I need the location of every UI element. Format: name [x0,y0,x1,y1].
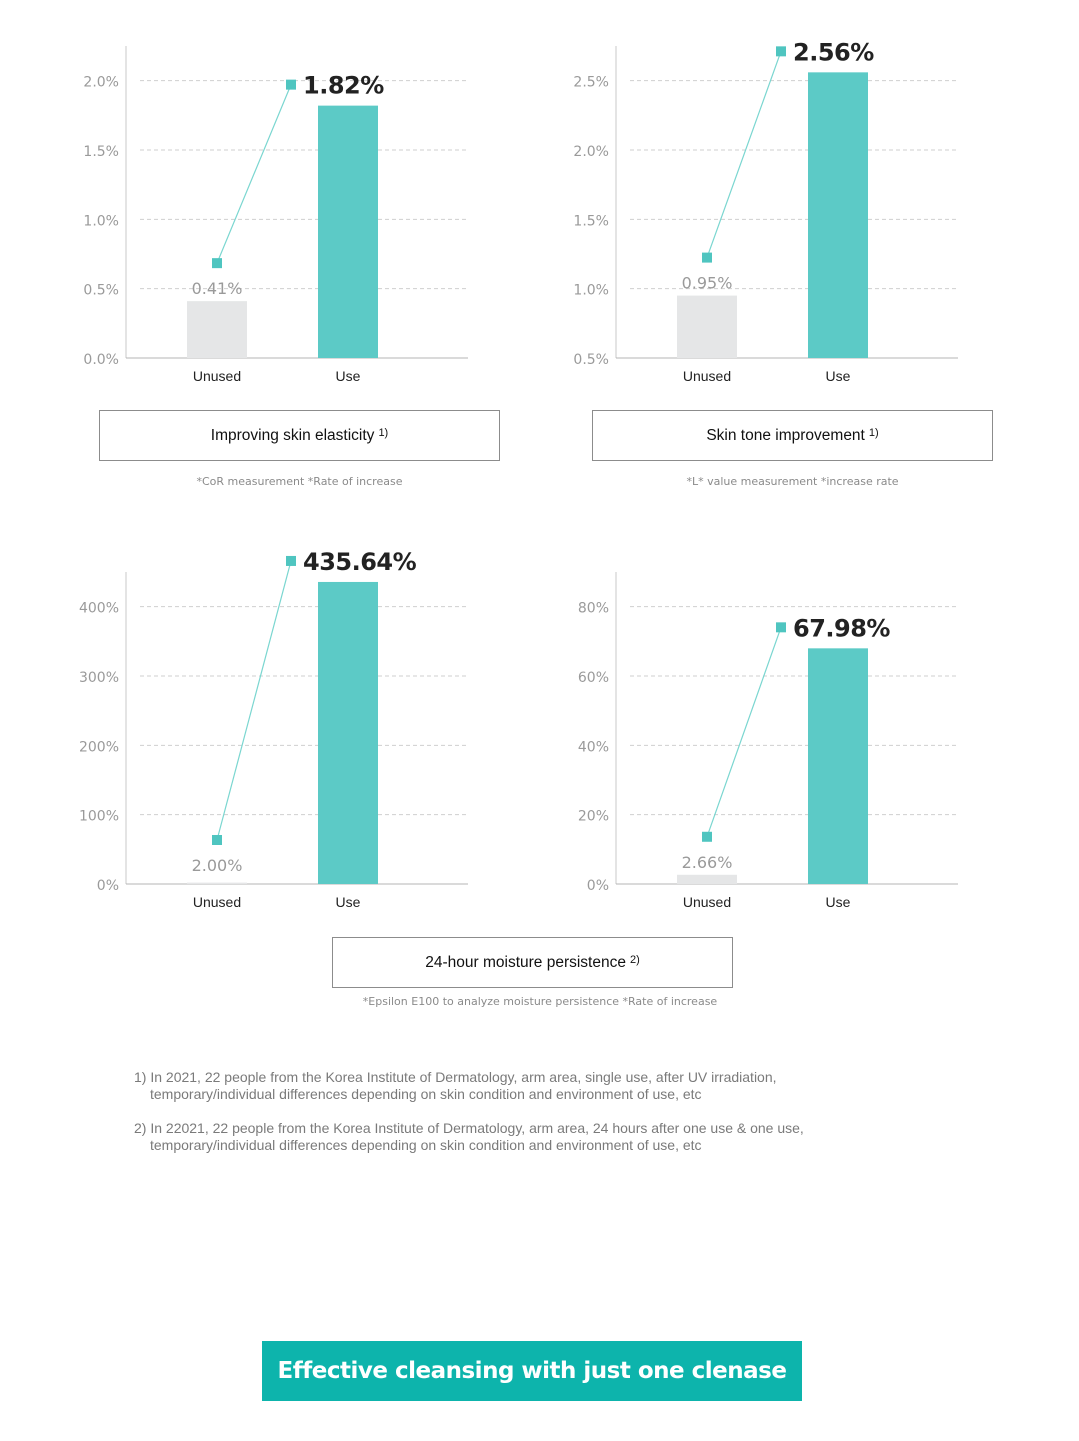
footnote-1: 1) In 2021, 22 people from the Korea Ins… [134,1069,954,1103]
moisture-caption: 24-hour moisture persistence 2) [332,937,733,988]
y-tick-label: 80% [578,601,609,617]
category-label-unused: Unused [683,368,731,384]
marker-use [776,622,786,633]
category-label-unused: Unused [683,894,731,910]
caption-ref: 1) [378,426,389,439]
footnote-2-line2: temporary/individual differences dependi… [150,1137,702,1153]
y-tick-label: 40% [578,739,609,755]
bar-unused [677,295,737,358]
y-tick-label: 1.0% [83,213,119,229]
skin-tone-chart: 0.5% 1.0% 1.5% 2.0% 2.5% 0.95% 2.56% Unused Use [573,38,958,384]
caption-text: 24-hour moisture persistence [425,953,626,971]
value-label-use: 2.56% [793,38,874,66]
y-tick-label: 0.5% [83,283,119,299]
y-tick-label: 1.5% [83,144,119,160]
bar-use [808,648,868,884]
banner-text: Effective cleansing with just one clenas… [277,1358,787,1384]
bar-unused [187,301,247,358]
marker-unused [702,252,712,263]
skin-elasticity-chart: 0.0% 0.5% 1.0% 1.5% 2.0% 0.41% 1.82% Unused Use [83,46,468,384]
moisture-persistence-chart: 0% 100% 200% 300% 400% 2.00% 435.64% Unused Use [79,548,468,910]
y-tick-label: 1.0% [573,283,609,299]
value-label-use: 67.98% [793,614,890,642]
marker-use [776,46,786,57]
footnote-1-line2: temporary/individual differences dependi… [150,1086,702,1102]
marker-use [286,555,296,566]
marker-unused [212,835,222,845]
y-tick-label: 0% [97,878,119,894]
marker-unused [212,258,222,269]
y-tick-label: 2.0% [83,75,119,91]
value-label-unused: 0.95% [682,274,733,293]
cleansing-banner: Effective cleansing with just one clenas… [262,1341,802,1401]
trend-line [706,627,782,837]
skin-tone-caption: Skin tone improvement 1) [592,410,993,461]
bar-unused [677,874,737,884]
bar-use [318,105,378,358]
y-tick-label: 1.5% [573,213,609,229]
y-tick-label: 200% [79,739,119,755]
moisture-persistence-chart-2: 0% 20% 40% 60% 80% 2.66% 67.98% Unused Use [578,572,958,910]
footnote-2: 2) In 22021, 22 people from the Korea In… [134,1120,954,1154]
skin-elasticity-note: *CoR measurement *Rate of increase [196,475,403,488]
y-tick-label: 2.0% [573,144,609,160]
category-label-use: Use [826,894,851,910]
skin-tone-note: *L* value measurement *increase rate [686,475,899,488]
marker-use [286,79,296,90]
bar-unused [187,882,247,884]
y-tick-label: 0% [587,878,609,894]
moisture-note: *Epsilon E100 to analyze moisture persis… [362,995,718,1008]
y-tick-label: 400% [79,601,119,617]
trend-line [706,51,782,258]
y-tick-label: 100% [79,809,119,825]
trend-line [216,84,292,264]
category-label-unused: Unused [193,894,241,910]
footnote-2-line1: 2) In 22021, 22 people from the Korea In… [134,1120,804,1136]
value-label-use: 1.82% [303,72,384,100]
bar-use [318,581,378,884]
caption-ref: 1) [868,426,879,439]
value-label-unused: 0.41% [192,279,243,298]
category-label-unused: Unused [193,368,241,384]
y-tick-label: 0.5% [573,352,609,368]
bar-use [808,72,868,358]
value-label-use: 435.64% [303,548,417,576]
y-tick-label: 60% [578,670,609,686]
footnote-1-line1: 1) In 2021, 22 people from the Korea Ins… [134,1069,777,1085]
y-tick-label: 2.5% [573,75,609,91]
caption-text: Improving skin elasticity [210,426,375,444]
y-tick-label: 300% [79,670,119,686]
category-label-use: Use [336,894,361,910]
value-label-unused: 2.66% [682,853,733,872]
skin-elasticity-caption: Improving skin elasticity 1) [99,410,500,461]
value-label-unused: 2.00% [192,856,243,875]
marker-unused [702,831,712,842]
y-tick-label: 0.0% [83,352,119,368]
trend-line [216,560,292,841]
category-label-use: Use [826,368,851,384]
caption-ref: 2) [629,953,640,966]
y-tick-label: 20% [578,809,609,825]
caption-text: Skin tone improvement [706,426,865,444]
category-label-use: Use [336,368,361,384]
